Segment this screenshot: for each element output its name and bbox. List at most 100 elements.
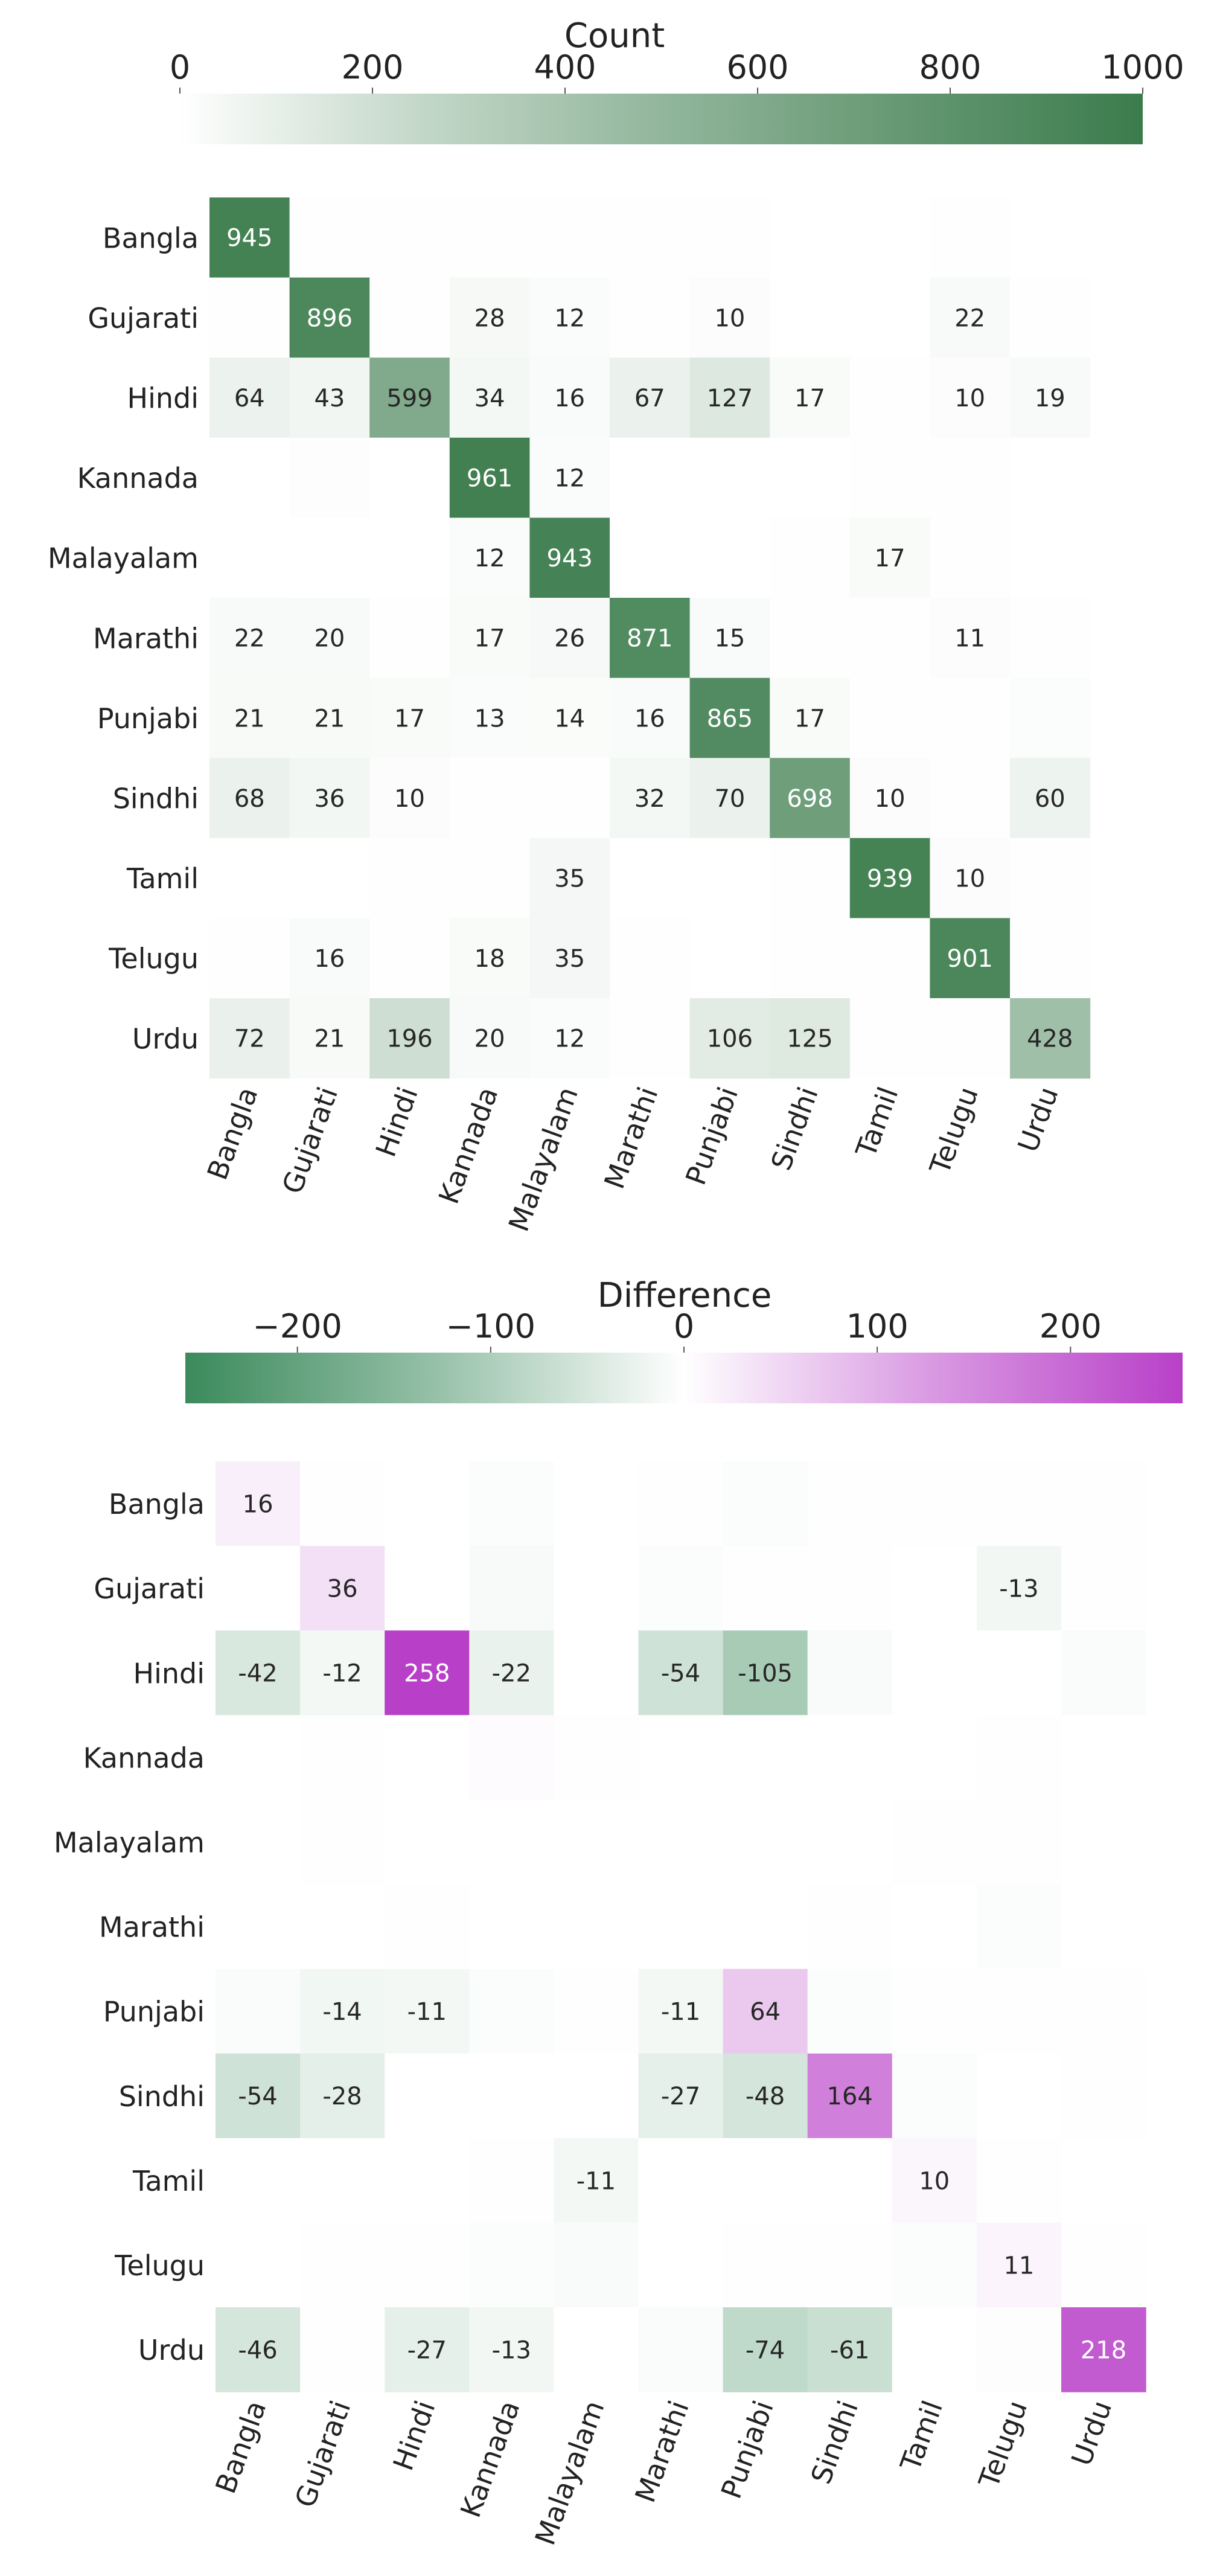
heatmap-cell [723, 2307, 808, 2392]
heatmap-cell [385, 1461, 470, 1546]
heatmap-cell [723, 1799, 808, 1885]
heatmap-cell [770, 517, 851, 598]
heatmap-cell [1061, 1969, 1146, 2054]
heatmap-cell [930, 277, 1011, 358]
row-label: Telugu [108, 943, 199, 975]
cell-value-label: -61 [830, 2337, 869, 2365]
cell-value-label: 13 [474, 705, 505, 732]
heatmap-cell [770, 678, 851, 758]
heatmap-cell [1061, 1799, 1146, 1885]
heatmap-cell [529, 838, 610, 918]
heatmap-cell [1061, 1546, 1146, 1631]
heatmap-cell [554, 1884, 639, 1970]
heatmap-cell [369, 277, 450, 358]
cell-value-label: 28 [474, 304, 505, 332]
cell-value-label: 896 [307, 304, 353, 332]
heatmap-cell [216, 2307, 301, 2392]
cell-value-label: 106 [707, 1025, 753, 1053]
heatmap-cell [610, 998, 691, 1079]
heatmap-cell [930, 598, 1011, 679]
cell-value-label: 36 [314, 785, 345, 813]
row-label: Bangla [103, 222, 199, 254]
heatmap-cell [976, 1799, 1062, 1885]
heatmap-cell [1010, 838, 1091, 918]
cell-value-label: 15 [714, 625, 745, 653]
cell-value-label: -22 [492, 1660, 531, 1688]
cell-value-label: -105 [738, 1660, 793, 1688]
cell-value-label: 218 [1081, 2337, 1126, 2365]
difference-heatmap-cells: 16 36 -13 -42 -12 258 -22 -54 -105 -14 -11 -11 64 -54… [216, 1461, 1146, 2392]
heatmap-cell [892, 2053, 977, 2139]
heatmap-cell [385, 1799, 470, 1885]
heatmap-cell [554, 2222, 639, 2308]
heatmap-cell [529, 758, 610, 839]
heatmap-cell [723, 1884, 808, 1970]
heatmap-cell [289, 838, 370, 918]
heatmap-cell [449, 678, 530, 758]
heatmap-cell [723, 2138, 808, 2223]
cell-value-label: -54 [661, 1660, 700, 1688]
heatmap-cell [385, 1884, 470, 1970]
heatmap-cell [976, 1546, 1062, 1631]
heatmap-cell [638, 1969, 724, 2054]
heatmap-cell [723, 2222, 808, 2308]
heatmap-cell [554, 2053, 639, 2139]
colorbar-tick-label: 0 [674, 1307, 694, 1345]
heatmap-cell [554, 1461, 639, 1546]
cell-value-label: 943 [547, 545, 593, 572]
heatmap-cell [689, 357, 770, 438]
cell-value-label: 127 [707, 385, 753, 412]
heatmap-cell [385, 1715, 470, 1800]
cell-value-label: 22 [954, 304, 985, 332]
heatmap-cell [209, 998, 290, 1079]
cell-value-label: 16 [634, 705, 665, 732]
heatmap-cell [369, 517, 450, 598]
row-label: Sindhi [113, 783, 199, 815]
heatmap-cell [209, 678, 290, 758]
difference-colorbar [185, 1353, 1183, 1403]
cell-value-label: 12 [554, 304, 585, 332]
heatmap-cell [770, 838, 851, 918]
cell-value-label: 32 [634, 785, 665, 813]
heatmap-cell [807, 1461, 893, 1546]
heatmap-cell [638, 2307, 724, 2392]
heatmap-cell [892, 1715, 977, 1800]
heatmap-cell [385, 1969, 470, 2054]
heatmap-cell [976, 1969, 1062, 2054]
row-label: Tamil [126, 862, 199, 895]
heatmap-cell [300, 1884, 385, 1970]
column-label: Telugu [923, 1083, 985, 1179]
heatmap-cell [976, 2053, 1062, 2139]
heatmap-cell [610, 918, 691, 999]
cell-value-label: 20 [474, 1025, 505, 1053]
heatmap-cell [849, 197, 930, 278]
heatmap-cell [209, 357, 290, 438]
row-label: Gujarati [88, 302, 199, 335]
heatmap-cell [930, 437, 1011, 518]
cell-value-label: 10 [394, 785, 425, 813]
cell-value-label: 16 [314, 945, 345, 973]
count-heatmap-panel: Count 0 200 400 600 800 1000 945 896 28 12 10 22 64… [48, 16, 1184, 1235]
row-label: Sindhi [119, 2080, 205, 2113]
cell-value-label: 901 [947, 945, 993, 973]
cell-value-label: -46 [238, 2337, 277, 2365]
row-label: Malayalam [54, 1827, 205, 1859]
heatmap-cell [216, 1546, 301, 1631]
heatmap-cell [300, 1969, 385, 2054]
heatmap-cell [976, 1630, 1062, 1716]
column-label: Malayalam [502, 1083, 584, 1235]
heatmap-cell [529, 678, 610, 758]
heatmap-cell [385, 1546, 470, 1631]
heatmap-cell [1061, 1715, 1146, 1800]
cell-value-label: 961 [467, 465, 513, 493]
heatmap-cell [1061, 1630, 1146, 1716]
column-label: Punjabi [679, 1083, 744, 1190]
heatmap-cell [892, 1799, 977, 1885]
heatmap-cell [216, 1461, 301, 1546]
heatmap-cell [449, 838, 530, 918]
cell-value-label: 21 [314, 1025, 345, 1053]
row-label: Kannada [77, 462, 199, 495]
difference-row-labels: Bangla Gujarati Hindi Kannada Malayalam Marat… [54, 1488, 205, 2366]
row-label: Bangla [109, 1488, 205, 1520]
heatmap-cell [610, 838, 691, 918]
